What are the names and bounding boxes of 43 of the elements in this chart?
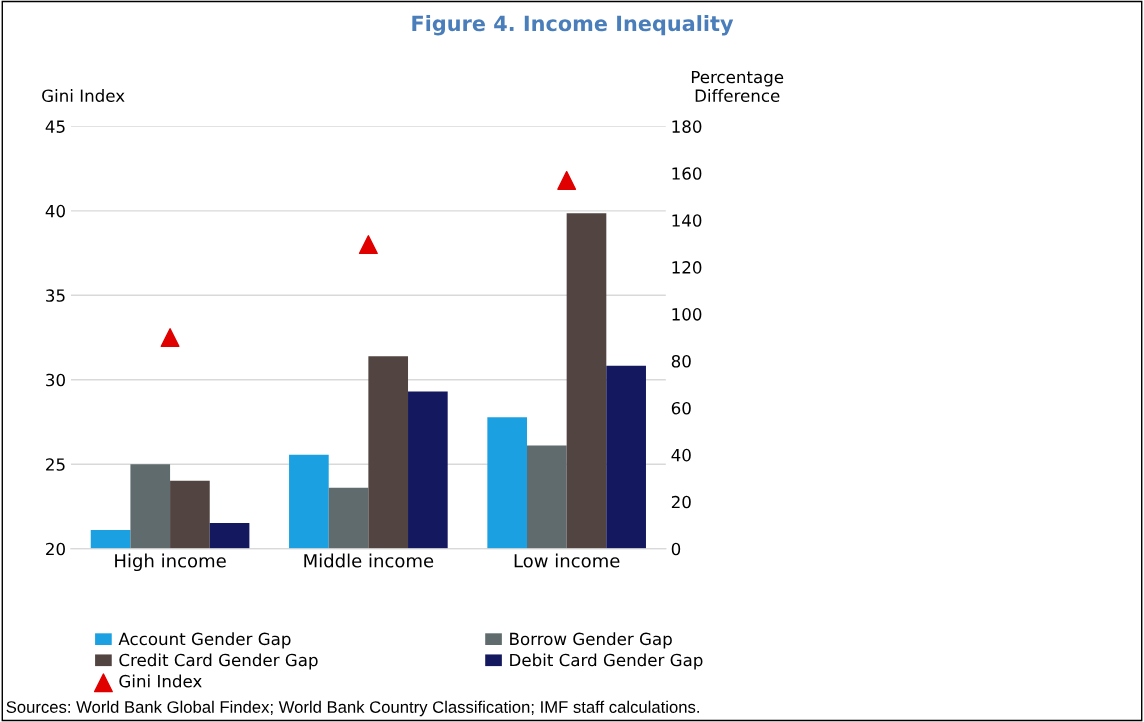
point <box>160 328 180 348</box>
point <box>358 235 378 255</box>
bar <box>408 391 448 549</box>
y-tick-label: 30 <box>46 373 65 387</box>
source-note: Sources: World Bank Global Findex; World Bank Country Classification; IMF staff calculations. <box>6 700 699 717</box>
y-tick-label: 45 <box>45 120 65 133</box>
x-tick-label: High income <box>115 553 226 572</box>
x-tick-label: Low income <box>514 553 620 568</box>
legend-label: Account Gender Gap <box>118 632 291 649</box>
x-tick-label: Middle income <box>304 553 434 568</box>
bar <box>527 445 567 549</box>
legend-label: Credit Card Gender Gap <box>119 653 318 670</box>
bar <box>170 480 210 549</box>
legend-label: Gini Index <box>119 674 202 688</box>
y2-tick-label: 60 <box>671 401 691 415</box>
y-tick-label: 35 <box>46 289 65 302</box>
chart-title: Figure 4. Income Inequality <box>412 15 734 36</box>
y2-tick-label: 80 <box>671 354 691 368</box>
y2-tick-label: 0 <box>671 542 681 556</box>
y-tick-label: 20 <box>46 542 65 556</box>
y2-tick-label: 140 <box>672 214 702 227</box>
bar <box>289 454 329 549</box>
y-tick-label: 40 <box>45 204 65 218</box>
bar <box>328 487 369 549</box>
y2-tick-label: 120 <box>672 261 702 274</box>
y2-tick-label: 100 <box>672 308 702 321</box>
y2-tick-label: 40 <box>671 448 691 462</box>
y2-tick-label: 20 <box>671 495 691 509</box>
y2-axis-title: Percentage Difference <box>691 70 784 102</box>
y-axis-title: Gini Index <box>42 89 125 102</box>
legend-label: Debit Card Gender Gap <box>510 653 703 670</box>
point <box>557 170 577 190</box>
y-tick-label: 25 <box>46 458 65 471</box>
bar <box>566 213 607 549</box>
bar <box>368 356 409 549</box>
y2-tick-label: 160 <box>672 167 702 180</box>
bar <box>606 365 646 549</box>
bar <box>487 417 527 549</box>
bar <box>90 529 131 549</box>
legend-label: Borrow Gender Gap <box>510 632 672 649</box>
bar <box>130 464 171 549</box>
bar <box>209 522 250 549</box>
y2-tick-label: 180 <box>672 120 702 133</box>
